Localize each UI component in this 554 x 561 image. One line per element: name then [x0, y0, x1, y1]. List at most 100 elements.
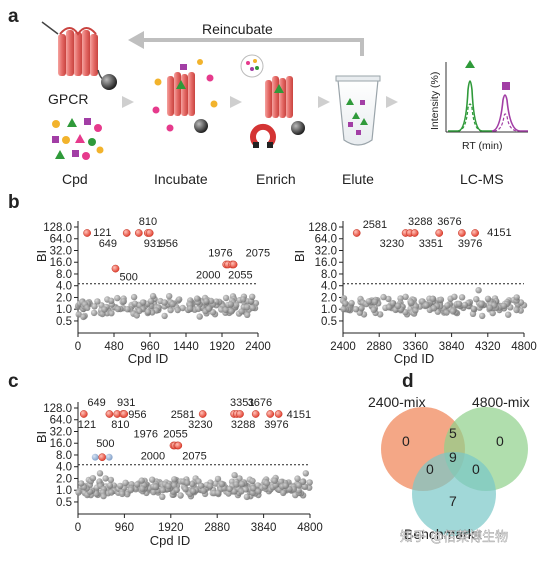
data-point — [75, 489, 82, 496]
venn-circle-benchmark — [412, 452, 496, 536]
y-tick-label: 2.0 — [321, 292, 337, 304]
step-lcms-label: LC-MS — [460, 171, 504, 187]
data-point — [271, 477, 278, 484]
x-tick-label: 1920 — [158, 522, 184, 534]
x-axis-title: Cpd ID — [128, 351, 168, 366]
data-point — [159, 493, 166, 500]
x-tick-label: 4320 — [475, 341, 501, 353]
data-point — [119, 490, 126, 498]
y-tick-label: 2.0 — [56, 292, 72, 304]
data-point — [295, 482, 303, 489]
data-point — [423, 302, 430, 309]
hit-point — [410, 229, 419, 237]
enrich-icon — [240, 54, 305, 148]
data-point — [222, 294, 230, 302]
step-arrow-1 — [122, 96, 134, 108]
y-tick-label: 128.0 — [308, 222, 337, 234]
data-point — [152, 483, 159, 491]
y-tick-label: 4.0 — [56, 462, 72, 474]
data-point — [231, 472, 238, 479]
x-tick-label: 0 — [75, 522, 81, 534]
data-point — [340, 305, 347, 313]
hit-point — [120, 410, 129, 418]
data-point — [250, 485, 257, 492]
x-tick-label: 2400 — [330, 341, 356, 353]
hit-label: 2075 — [182, 451, 206, 463]
data-point — [165, 483, 172, 490]
data-point — [96, 470, 104, 477]
data-point — [469, 310, 477, 317]
y-tick-label: 64.0 — [50, 234, 72, 246]
data-point — [295, 487, 302, 494]
hit-label: 649 — [99, 238, 117, 250]
data-point — [412, 307, 419, 314]
hit-point — [83, 229, 91, 237]
y-tick-label: 1.0 — [56, 304, 72, 316]
hit-point — [236, 410, 244, 418]
data-point — [108, 489, 115, 496]
y-tick-label: 4.0 — [56, 281, 72, 293]
hit-label: 810 — [139, 216, 157, 228]
data-point — [227, 301, 234, 308]
data-point — [358, 304, 365, 312]
hit-label: 4151 — [287, 409, 311, 421]
data-point — [214, 489, 222, 497]
data-point — [207, 482, 214, 490]
data-point — [214, 475, 222, 483]
x-tick-label: 1440 — [173, 341, 199, 353]
hit-point — [229, 260, 238, 269]
data-point — [161, 312, 168, 320]
data-point — [455, 300, 463, 307]
panel-label-a: a — [8, 6, 19, 27]
data-point — [167, 306, 174, 314]
venn-count-ab: 5 — [449, 425, 457, 441]
hit-label: 2581 — [171, 409, 195, 421]
data-point — [177, 492, 184, 499]
hit-point — [79, 410, 88, 418]
x-tick-label: 1920 — [209, 341, 235, 353]
venn-set-label-2400: 2400-mix — [368, 394, 426, 410]
hit-point — [266, 410, 275, 418]
gpcr-receptor-icon — [41, 21, 117, 90]
data-point — [179, 304, 186, 312]
x-tick-label: 2880 — [366, 341, 392, 353]
data-point — [429, 295, 437, 302]
data-point — [500, 302, 508, 310]
hit-point — [251, 410, 260, 418]
hit-label: 649 — [87, 397, 105, 409]
hit-point — [111, 264, 120, 273]
hit-point — [471, 229, 479, 237]
data-point — [240, 296, 247, 303]
data-point — [255, 488, 262, 495]
venn-set-label-4800: 4800-mix — [472, 394, 530, 410]
data-point — [108, 310, 115, 317]
x-tick-label: 960 — [115, 522, 134, 534]
x-tick-label: 3360 — [403, 341, 429, 353]
data-point — [107, 476, 115, 484]
hit-label: 121 — [93, 227, 111, 239]
hit-point — [105, 410, 114, 418]
hit-label: 3676 — [437, 216, 461, 228]
data-point — [117, 482, 124, 490]
data-point — [176, 296, 183, 303]
lcms-peak-purple-small — [493, 113, 519, 132]
data-point — [114, 305, 122, 313]
data-point — [430, 305, 438, 312]
watermark-text: 知乎 @佰莱博生物 — [400, 529, 508, 545]
data-point — [478, 300, 485, 308]
y-tick-label: 128.0 — [43, 403, 72, 415]
data-point — [505, 311, 512, 318]
lcms-marker-triangle — [465, 60, 475, 68]
data-point — [302, 470, 309, 477]
hit-point — [98, 453, 107, 462]
data-point — [397, 295, 404, 302]
lcms-peak-purple — [491, 94, 528, 132]
data-point — [386, 304, 393, 311]
y-tick-label: 0.5 — [56, 316, 72, 328]
step-arrow-3 — [318, 96, 330, 108]
y-tick-label: 64.0 — [50, 415, 72, 427]
hit-label: 931 — [144, 238, 162, 250]
data-point — [78, 480, 85, 487]
y-tick-label: 4.0 — [321, 281, 337, 293]
